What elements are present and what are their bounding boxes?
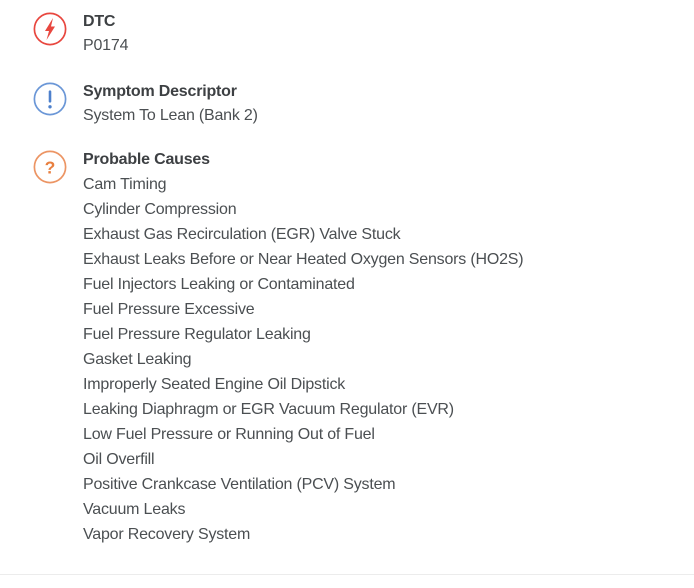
probable-cause-item: Leaking Diaphragm or EGR Vacuum Regulato… (83, 401, 454, 418)
probable-cause-item: Fuel Injectors Leaking or Contaminated (83, 276, 355, 293)
probable-cause-item: Gasket Leaking (83, 351, 192, 368)
probable-cause-item: Fuel Pressure Regulator Leaking (83, 326, 311, 343)
dtc-section: DTC P0174 (0, 10, 694, 58)
probable-cause-item: Fuel Pressure Excessive (83, 301, 255, 318)
probable-causes-label: Probable Causes (83, 151, 210, 168)
probable-cause-item: Positive Crankcase Ventilation (PCV) Sys… (83, 476, 396, 493)
symptom-descriptor-label: Symptom Descriptor (83, 83, 237, 100)
probable-cause-item: Cam Timing (83, 176, 167, 193)
probable-cause-item: Oil Overfill (83, 451, 155, 468)
bottom-divider (0, 574, 694, 575)
probable-cause-item: Vapor Recovery System (83, 526, 251, 543)
question-mark-icon: ? (33, 150, 67, 184)
dtc-code: P0174 (83, 37, 129, 54)
probable-causes-text-block: Probable Causes Cam Timing Cylinder Comp… (83, 148, 524, 547)
symptom-text-block: Symptom Descriptor System To Lean (Bank … (83, 80, 258, 128)
probable-cause-item: Improperly Seated Engine Oil Dipstick (83, 376, 346, 393)
probable-cause-item: Vacuum Leaks (83, 501, 186, 518)
symptom-descriptor-value: System To Lean (Bank 2) (83, 107, 258, 124)
probable-cause-item: Exhaust Leaks Before or Near Heated Oxyg… (83, 251, 524, 268)
probable-cause-item: Exhaust Gas Recirculation (EGR) Valve St… (83, 226, 401, 243)
symptom-descriptor-section: Symptom Descriptor System To Lean (Bank … (0, 80, 694, 128)
svg-text:?: ? (45, 158, 56, 178)
probable-causes-list: Cam Timing Cylinder Compression Exhaust … (83, 172, 524, 547)
dtc-label: DTC (83, 13, 116, 30)
probable-causes-section: ? Probable Causes Cam Timing Cylinder Co… (0, 148, 694, 547)
probable-cause-item: Low Fuel Pressure or Running Out of Fuel (83, 426, 375, 443)
dtc-text-block: DTC P0174 (83, 10, 128, 58)
probable-cause-item: Cylinder Compression (83, 201, 237, 218)
exclamation-icon (33, 82, 67, 116)
lightning-bolt-icon (33, 12, 67, 46)
